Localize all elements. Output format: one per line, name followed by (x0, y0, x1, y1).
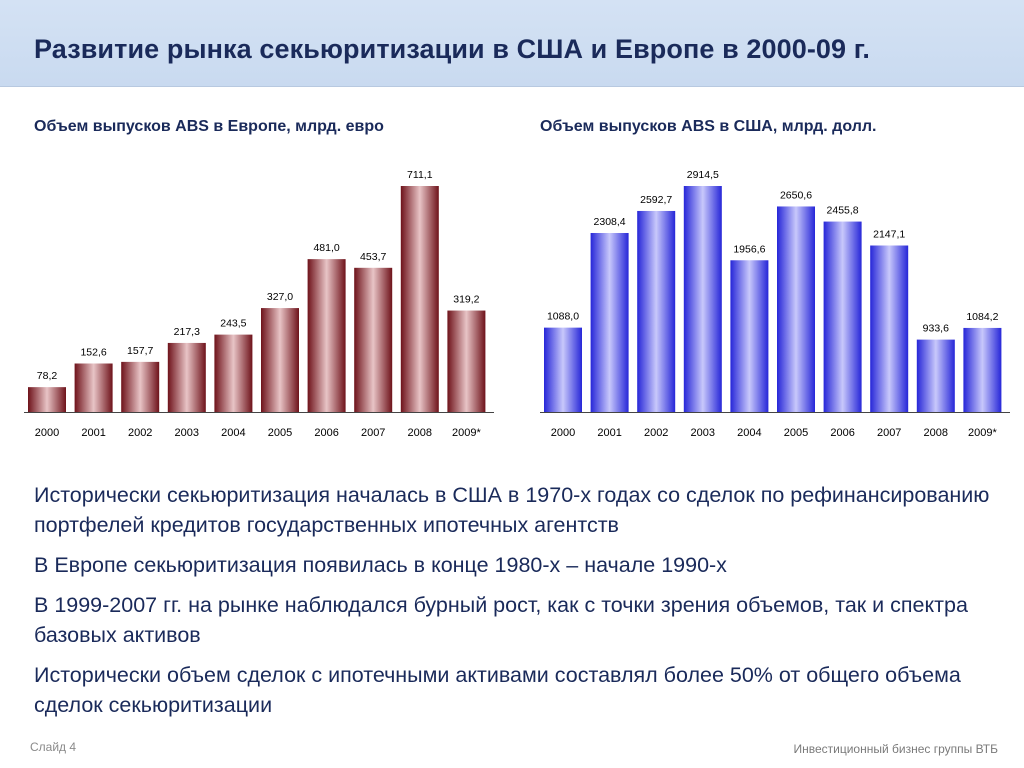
europe-abs-chart: 78,2 2000 152,6 2001 157,7 2002 217,3 2003 243,5… (24, 169, 494, 439)
us-bar-2002 (637, 210, 676, 412)
bullet-item: Исторически объем сделок с ипотечными ак… (34, 663, 961, 717)
europe-bar-2007 (354, 267, 393, 412)
us-category-label: 2002 (644, 427, 668, 439)
footer-text: Инвестиционный бизнес группы ВТБ (793, 742, 998, 756)
europe-value-label: 152,6 (80, 347, 106, 359)
us-category-label: 2005 (784, 427, 808, 439)
bullet-list: Исторически секьюритизация началась в СШ… (34, 480, 1004, 730)
europe-bar-2002 (121, 361, 160, 412)
us-value-label: 2650,6 (780, 189, 812, 201)
europe-value-label: 217,3 (174, 326, 200, 338)
europe-chart-title: Объем выпусков ABS в Европе, млрд. евро (34, 118, 384, 135)
europe-value-label: 481,0 (313, 242, 339, 254)
europe-bar-2001 (74, 363, 113, 412)
us-abs-chart: 1088,0 2000 2308,4 2001 2592,7 2002 2914,5 2003… (540, 169, 1010, 439)
us-chart-title: Объем выпусков ABS в США, млрд. долл. (540, 118, 877, 135)
europe-category-label: 2002 (128, 427, 152, 439)
slide-number: Слайд 4 (30, 740, 77, 754)
europe-bar-2008 (400, 186, 439, 412)
us-value-label: 2147,1 (873, 229, 905, 241)
europe-value-label: 157,7 (127, 345, 153, 357)
europe-value-label: 78,2 (37, 370, 58, 382)
us-category-label: 2003 (691, 427, 715, 439)
europe-bar-2003 (167, 342, 206, 412)
europe-category-label: 2005 (268, 427, 292, 439)
us-bar-2006 (823, 221, 862, 412)
us-bar-2005 (777, 206, 815, 412)
us-bar-2000 (544, 327, 582, 412)
us-value-label: 2914,5 (687, 169, 719, 181)
bullet-item: Исторически секьюритизация началась в СШ… (34, 483, 990, 537)
us-category-label: 2009* (968, 427, 997, 439)
us-category-label: 2000 (551, 427, 575, 439)
europe-value-label: 327,0 (267, 291, 293, 303)
europe-value-label: 711,1 (407, 169, 433, 181)
us-value-label: 2308,4 (594, 216, 626, 228)
us-category-label: 2007 (877, 427, 901, 439)
europe-category-label: 2009* (452, 427, 481, 439)
us-value-label: 1088,0 (547, 311, 579, 323)
europe-bar-2000 (28, 387, 66, 412)
europe-category-label: 2001 (81, 427, 105, 439)
europe-category-label: 2003 (175, 427, 199, 439)
europe-bar-2009* (447, 310, 486, 412)
us-value-label: 1956,6 (733, 243, 765, 255)
europe-category-label: 2008 (408, 427, 432, 439)
us-category-label: 2008 (924, 427, 948, 439)
us-value-label: 2592,7 (640, 194, 672, 206)
europe-category-label: 2007 (361, 427, 385, 439)
bullet-item: В 1999-2007 гг. на рынке наблюдался бурн… (34, 593, 968, 647)
europe-value-label: 453,7 (360, 251, 386, 263)
europe-category-label: 2006 (314, 427, 338, 439)
europe-bar-2005 (261, 308, 299, 412)
title-bar: Развитие рынка секьюритизации в США и Ев… (0, 0, 1024, 87)
europe-category-label: 2000 (35, 427, 59, 439)
us-bar-2003 (683, 186, 722, 412)
us-bar-2001 (590, 232, 629, 412)
europe-category-label: 2004 (221, 427, 245, 439)
us-bar-2008 (916, 339, 955, 412)
europe-value-label: 319,2 (453, 294, 479, 306)
europe-bar-2004 (214, 334, 253, 412)
us-bar-2009* (963, 327, 1002, 412)
us-value-label: 2455,8 (827, 205, 859, 217)
us-category-label: 2001 (597, 427, 621, 439)
us-value-label: 933,6 (923, 323, 949, 335)
us-bar-2007 (870, 245, 909, 412)
europe-bar-2006 (307, 259, 346, 412)
us-category-label: 2006 (830, 427, 854, 439)
bullet-item: В Европе секьюритизация появилась в конц… (34, 553, 727, 577)
us-category-label: 2004 (737, 427, 761, 439)
page-title: Развитие рынка секьюритизации в США и Ев… (34, 34, 871, 64)
europe-value-label: 243,5 (220, 318, 246, 330)
us-value-label: 1084,2 (966, 311, 998, 323)
us-bar-2004 (730, 260, 769, 412)
